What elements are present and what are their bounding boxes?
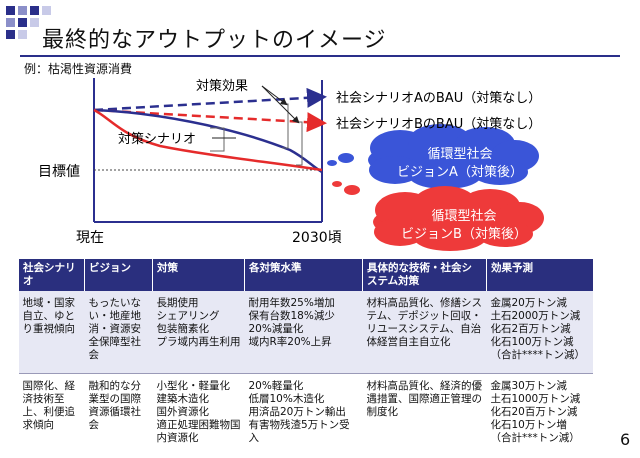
scenario-bracket [210,128,224,151]
label-now: 現在 [76,230,104,246]
table-cell: 国際化、経済技術至上、利便追求傾向 [19,374,85,458]
vision-table: 社会シナリオ ビジョン 対策 各対策水準 具体的な技術・社会システム対策 効果予… [18,259,593,458]
cloud-b-line2: ビジョンB（対策後） [401,226,527,242]
col-header: 具体的な技術・社会システム対策 [363,259,487,291]
cloud-bubble [344,185,360,195]
col-header: 各対策水準 [245,259,363,291]
table-cell: もったいない・地産地消・資源安全保障型社会 [85,291,153,374]
label-scenario: 対策シナリオ [118,131,196,147]
col-header: 社会シナリオ [19,259,85,291]
cloud-bubble [327,160,337,166]
cloud-a-line2: ビジョンA（対策後） [397,164,523,180]
label-measure-effect: 対策効果 [196,78,248,94]
table-cell: 金属30万トン減 土石1000万トン減 化石20百万トン減 化石10万トン増 （… [487,374,593,458]
cloud-b-line1: 循環型社会 [431,208,496,224]
table-cell: 材料高品質化、経済的優遇措置、国際適正管理の制度化 [363,374,487,458]
table-cell: 材料高品質化、修繕システム、デポジット回収・リユースシステム、自治体経営自主自立… [363,291,487,374]
cloud-bubble [338,153,354,163]
cloud-bubble [332,181,342,187]
table-row: 地域・国家自立、ゆとり重視傾向もったいない・地産地消・資源安全保障型社会長期使用… [19,291,593,374]
col-header: 対策 [153,259,245,291]
table-cell: 小型化・軽量化 建築木造化 国外資源化 適正処理困難物国内資源化 [153,374,245,458]
table-cell: 地域・国家自立、ゆとり重視傾向 [19,291,85,374]
effect-pointer [262,86,298,122]
label-target: 目標値 [38,164,80,180]
table-cell: 耐用年数25%増加 保有台数18%減少 20%減量化 域内R率20%上昇 [245,291,363,374]
table-cell: 融和的な分業型の国際資源循環社会 [85,374,153,458]
col-header: ビジョン [85,259,153,291]
label-bau-b: 社会シナリオBのBAU（対策なし） [336,116,541,132]
page-number: 6 [620,430,630,449]
table-cell: 長期使用 シェアリング 包装簡素化 プラ域内再生利用 [153,291,245,374]
table-cell: 金属20万トン減 土石2000万トン減 化石2百万トン減 化石100万トン減 （… [487,291,593,374]
label-2030: 2030頃 [292,230,342,246]
table-header-row: 社会シナリオ ビジョン 対策 各対策水準 具体的な技術・社会システム対策 効果予… [19,259,593,291]
table-row: 国際化、経済技術至上、利便追求傾向融和的な分業型の国際資源循環社会小型化・軽量化… [19,374,593,458]
effect-bracket-b [296,122,302,165]
cloud-a-line1: 循環型社会 [427,146,492,162]
label-bau-a: 社会シナリオAのBAU（対策なし） [336,90,541,106]
scenario-diagram: 循環型社会 ビジョンA（対策後） 循環型社会 ビジョンB（対策後） 対策効果 対… [0,0,640,260]
col-header: 効果予測 [487,259,593,291]
table-cell: 20%軽量化 低層10%木造化 用済品20万トン輸出 有害物残渣5万トン受入 [245,374,363,458]
